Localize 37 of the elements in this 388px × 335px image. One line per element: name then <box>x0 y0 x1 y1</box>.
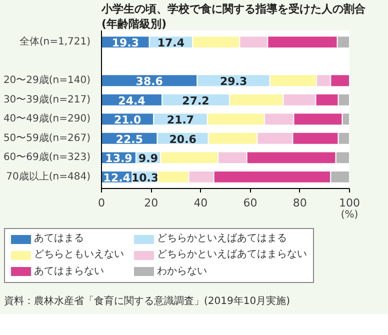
x-tick-label: 80 <box>292 196 307 210</box>
legend-label: あてはまる <box>34 232 84 246</box>
x-axis-title: (%) <box>340 210 358 220</box>
data-label: 12.4 <box>103 171 131 184</box>
x-tick-label: 20 <box>144 196 158 210</box>
text: 資料：農林水産省「食育に関する意識調査」(2019年10月実施) <box>4 294 290 309</box>
y-tick-label: 20〜29歳(n=140) <box>3 74 91 86</box>
data-label: 17.4 <box>157 36 185 50</box>
data-label: 9.9 <box>138 152 158 166</box>
x-tick-label: 0 <box>98 196 105 210</box>
data-label: 20.6 <box>169 132 197 146</box>
data-label: 27.2 <box>182 94 210 108</box>
chart-title: 小学生の頃、学校で食に関する指導を受けた人の割合 <box>100 2 366 16</box>
chart-subtitle: (年齢階級別) <box>102 18 167 30</box>
legend-label: わからない <box>157 264 207 279</box>
x-tick-label: 60 <box>243 196 258 210</box>
y-tick-label: 70歳以上(n=484) <box>6 170 91 182</box>
legend-label: どちらかといえばあてはまる <box>157 232 287 246</box>
data-label: 19.3 <box>112 36 140 50</box>
x-tick-label: 100 <box>339 196 360 210</box>
data-label: 29.3 <box>220 75 248 88</box>
data-label: 10.3 <box>131 171 159 184</box>
y-tick-label: 40〜49歳(n=290) <box>3 112 91 125</box>
x-tick-label: 40 <box>194 196 208 210</box>
y-tick-label: 50〜59歳(n=267) <box>3 132 91 144</box>
legend-label: どちらかといえばあてはまらない <box>157 248 307 262</box>
legend-label: あてはまらない <box>34 264 104 279</box>
y-tick-label: 30〜39歳(n=217) <box>3 93 91 106</box>
data-label: 38.6 <box>136 75 164 88</box>
legend-label: どちらともいえない <box>34 248 124 262</box>
data-label: 24.4 <box>118 94 146 108</box>
y-tick-label: 60〜69歳(n=323) <box>3 151 91 164</box>
y-tick-label: 全体(n=1,721) <box>19 36 91 48</box>
data-label: 22.5 <box>116 132 143 146</box>
data-label: 13.9 <box>105 152 132 166</box>
data-label: 21.0 <box>114 114 142 127</box>
data-label: 21.7 <box>166 114 194 127</box>
